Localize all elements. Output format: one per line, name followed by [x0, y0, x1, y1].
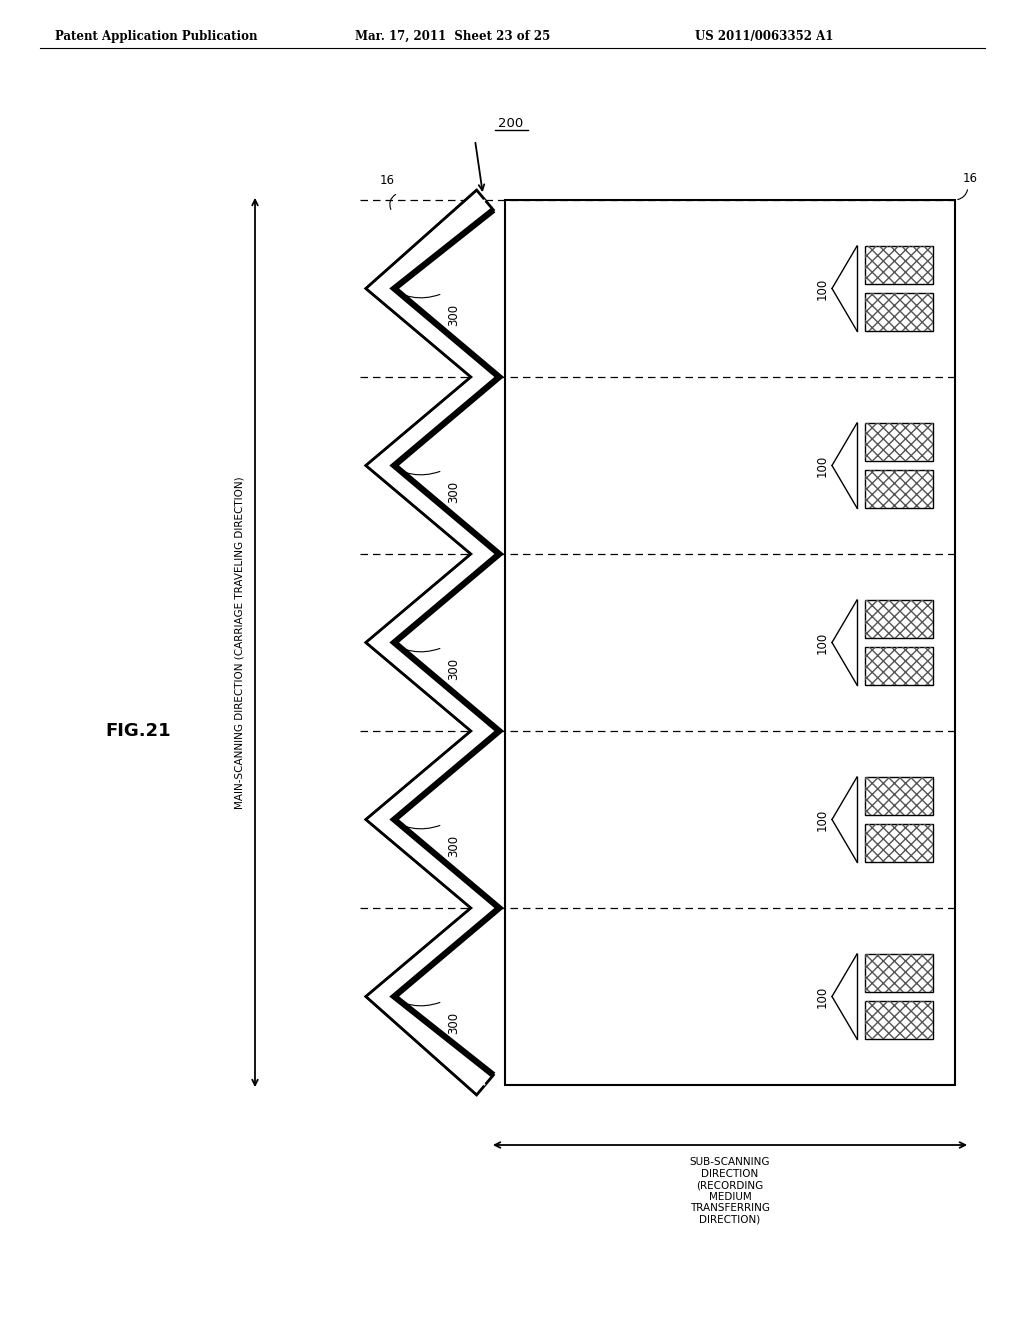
- Text: 100: 100: [815, 808, 828, 830]
- Text: 300: 300: [447, 304, 461, 326]
- Text: 100: 100: [815, 277, 828, 300]
- Polygon shape: [366, 190, 500, 1096]
- Text: 100: 100: [815, 454, 828, 477]
- Bar: [865, 601, 933, 638]
- Text: Mar. 17, 2011  Sheet 23 of 25: Mar. 17, 2011 Sheet 23 of 25: [355, 30, 550, 44]
- Bar: [865, 954, 933, 993]
- Bar: [865, 1001, 933, 1039]
- Bar: [865, 293, 933, 331]
- Text: 300: 300: [447, 1011, 461, 1034]
- Text: MAIN-SCANNING DIRECTION (CARRIAGE TRAVELING DIRECTION): MAIN-SCANNING DIRECTION (CARRIAGE TRAVEL…: [234, 477, 245, 809]
- Bar: [865, 246, 933, 284]
- Bar: [865, 647, 933, 685]
- Bar: [865, 777, 933, 814]
- Bar: [865, 470, 933, 508]
- Text: 100: 100: [815, 985, 828, 1007]
- Bar: [865, 954, 933, 993]
- Text: 16: 16: [380, 174, 395, 187]
- Text: 300: 300: [447, 657, 461, 680]
- Text: FIG.21: FIG.21: [105, 722, 171, 741]
- Bar: [865, 293, 933, 331]
- Bar: [865, 470, 933, 508]
- Bar: [865, 601, 933, 638]
- Text: SUB-SCANNING
DIRECTION
(RECORDING
MEDIUM
TRANSFERRING
DIRECTION): SUB-SCANNING DIRECTION (RECORDING MEDIUM…: [690, 1158, 770, 1225]
- Bar: [865, 824, 933, 862]
- Bar: [865, 422, 933, 461]
- Text: 200: 200: [498, 117, 523, 129]
- Text: 300: 300: [447, 480, 461, 503]
- Bar: [505, 201, 955, 1085]
- Bar: [865, 824, 933, 862]
- Text: Patent Application Publication: Patent Application Publication: [55, 30, 257, 44]
- Bar: [865, 246, 933, 284]
- Text: 100: 100: [815, 631, 828, 653]
- Bar: [865, 647, 933, 685]
- Text: US 2011/0063352 A1: US 2011/0063352 A1: [695, 30, 834, 44]
- Text: 16: 16: [963, 172, 978, 185]
- Bar: [865, 1001, 933, 1039]
- Bar: [865, 777, 933, 814]
- Text: 300: 300: [447, 834, 461, 857]
- Bar: [865, 422, 933, 461]
